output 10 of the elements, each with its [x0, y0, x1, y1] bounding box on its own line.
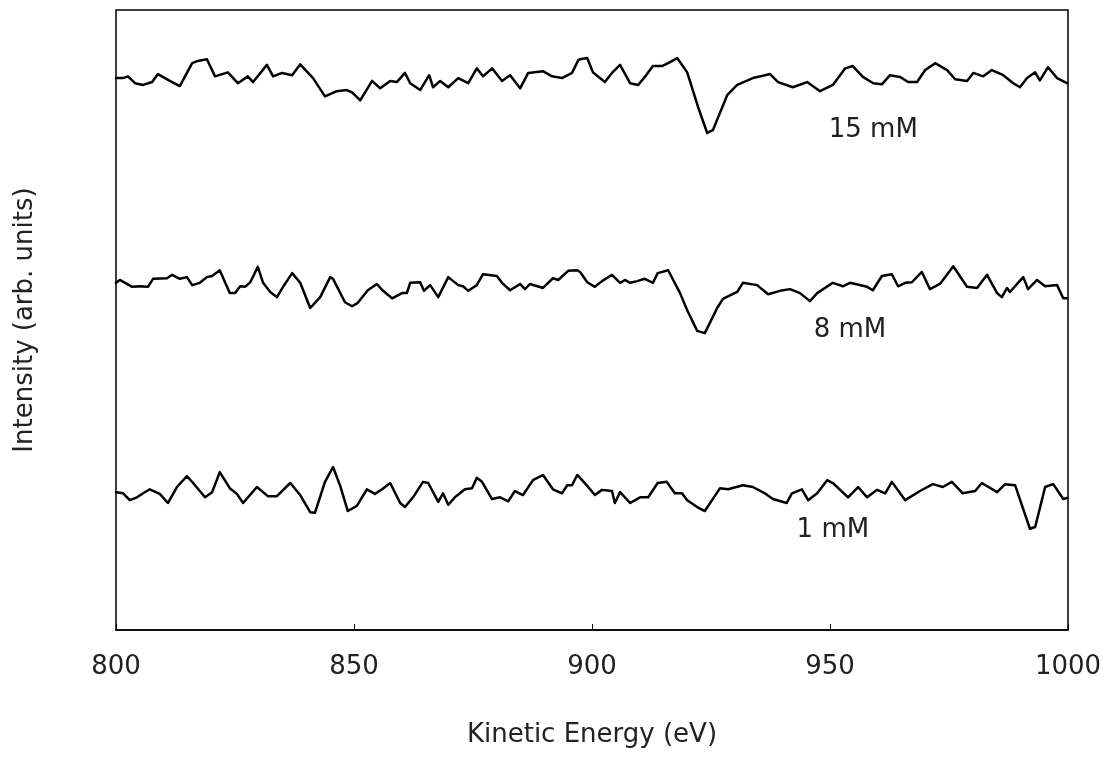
y-axis-title: Intensity (arb. units) [8, 187, 38, 453]
x-tick-label: 850 [329, 650, 379, 680]
series-label: 15 mM [828, 113, 918, 144]
x-axis-title: Kinetic Energy (eV) [466, 718, 718, 748]
x-tick-label: 800 [91, 650, 141, 680]
x-tick-label: 900 [567, 650, 617, 680]
series-label: 1 mM [796, 513, 870, 544]
x-tick-label: 1000 [1034, 650, 1102, 680]
series-label: 8 mM [813, 312, 887, 343]
x-tick-label: 950 [805, 650, 855, 680]
